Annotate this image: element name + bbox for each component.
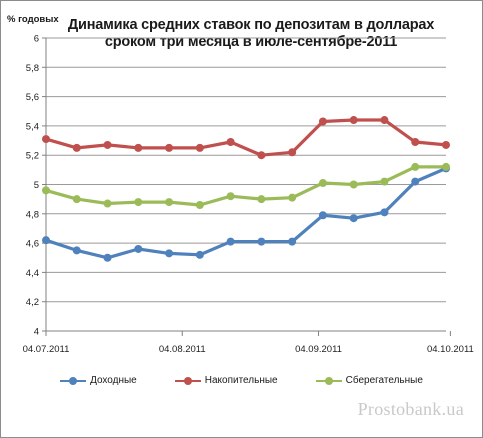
data-point (288, 148, 297, 157)
data-point (42, 236, 50, 245)
data-point (195, 201, 204, 210)
data-point (165, 198, 174, 207)
data-point (411, 138, 420, 147)
x-tick-label: 04.09.2011 (295, 344, 342, 355)
watermark-logo: Prostobank.ua (357, 399, 464, 419)
data-point (411, 177, 420, 186)
legend-label: Сберегательные (345, 375, 423, 386)
data-point (165, 143, 174, 152)
y-tick-label: 4,6 (26, 239, 39, 250)
data-point (195, 250, 204, 259)
data-point (72, 246, 81, 255)
y-tick-label: 5,8 (26, 63, 39, 74)
y-tick-label: 6 (34, 34, 39, 45)
data-point (103, 140, 112, 149)
y-tick-label: 5,4 (26, 121, 39, 132)
data-point (257, 237, 266, 246)
x-tick-label: 04.08.2011 (159, 344, 206, 355)
data-point (349, 180, 358, 189)
chart-legend: Доходные Накопительные Сберегательные (1, 375, 482, 386)
data-point (134, 198, 143, 207)
data-point (226, 237, 235, 246)
legend-swatch (174, 376, 201, 385)
data-point (442, 140, 450, 149)
legend-item: Накопительные (174, 375, 278, 386)
data-point (349, 116, 358, 125)
y-axis-unit-label: % годовых (7, 14, 59, 25)
data-point (380, 208, 389, 217)
data-point (288, 193, 297, 202)
data-point (42, 186, 50, 195)
y-tick-label: 4 (34, 327, 39, 338)
data-point (411, 162, 420, 171)
data-point (318, 179, 327, 188)
legend-swatch (60, 376, 87, 385)
y-tick-label: 4,2 (26, 297, 39, 308)
x-tick-label: 04.07.2011 (23, 344, 70, 355)
y-tick-label: 4,8 (26, 209, 39, 220)
x-tick-label: 04.10.2011 (427, 344, 474, 355)
series-line (45, 166, 447, 260)
chart-title-line-1: Динамика средних ставок по депозитам в д… (67, 17, 435, 33)
data-point (257, 151, 266, 160)
legend-item: Сберегательные (315, 375, 423, 386)
data-point (72, 143, 81, 152)
y-tick-label: 5 (34, 180, 39, 191)
data-point (380, 116, 389, 125)
legend-swatch (315, 376, 342, 385)
data-point (165, 249, 174, 258)
data-point (226, 138, 235, 147)
legend-label: Доходные (90, 375, 137, 386)
data-point (195, 143, 204, 152)
data-point (72, 195, 81, 204)
data-point (442, 162, 450, 171)
data-point (134, 244, 143, 253)
data-point (288, 237, 297, 246)
data-point (42, 135, 50, 144)
data-point (380, 177, 389, 186)
data-point (134, 143, 143, 152)
y-tick-label: 4,4 (26, 268, 39, 279)
data-point (226, 192, 235, 201)
series-line (45, 118, 447, 157)
data-point (103, 253, 112, 262)
data-point (257, 195, 266, 204)
data-point (349, 214, 358, 223)
y-tick-label: 5,2 (26, 151, 39, 162)
legend-label: Накопительные (204, 375, 278, 386)
data-point (103, 199, 112, 208)
legend-item: Доходные (60, 375, 137, 386)
data-point (318, 211, 327, 220)
data-point (318, 117, 327, 126)
series-line (45, 165, 446, 207)
y-tick-label: 5,6 (26, 92, 39, 103)
